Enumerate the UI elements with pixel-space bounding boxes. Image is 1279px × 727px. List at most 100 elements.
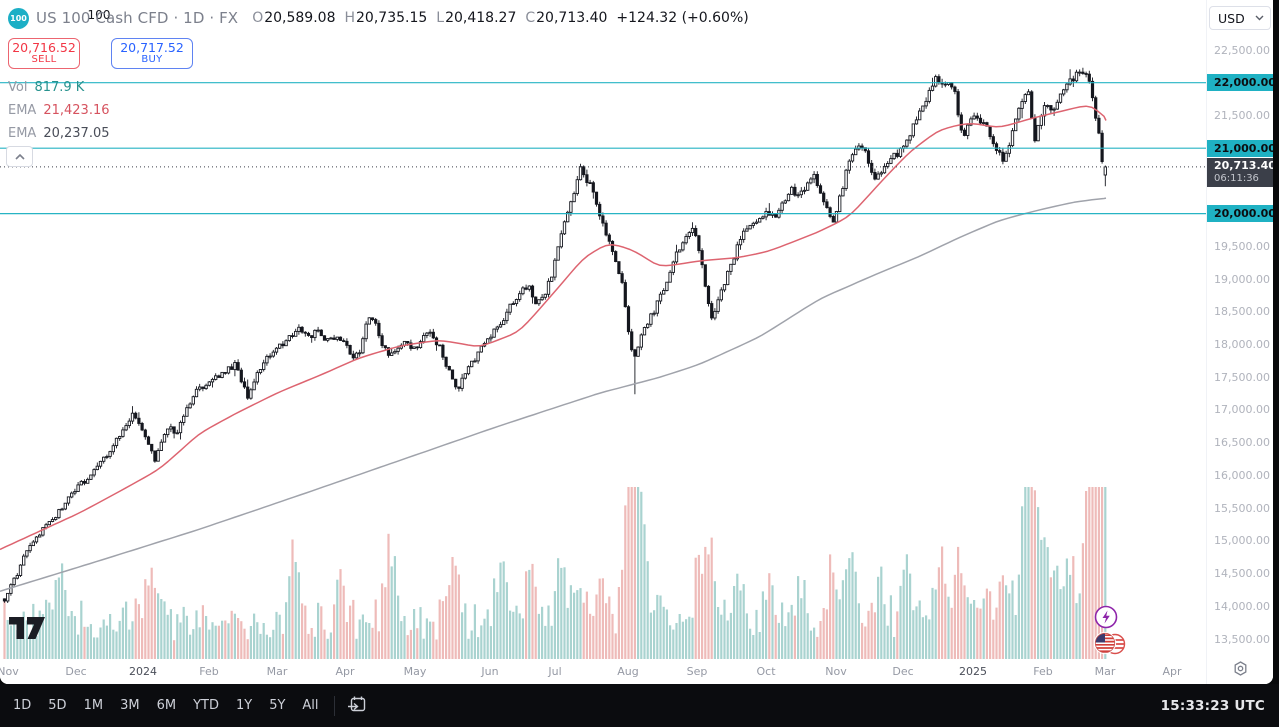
time-axis[interactable]: Nov Dec 2024 Feb Mar Apr May Jun Jul Aug Sep Oct Nov… <box>0 662 1206 684</box>
price-axis[interactable]: USD 22,500.0021,500.0020,500.0019,500.00… <box>1206 0 1273 684</box>
time-tick: 2024 <box>129 665 157 678</box>
price-tick: 21,500.00 <box>1214 108 1270 122</box>
volume-value: 817.9 K <box>34 80 85 95</box>
chart-surface: 100 US 100 Cash CFD · 1D · FX O20,589.08… <box>0 0 1273 684</box>
axis-settings-gear-icon[interactable] <box>1233 661 1249 677</box>
ema-fast-line[interactable] <box>0 105 1107 551</box>
sell-label: SELL <box>31 54 57 66</box>
ohlc-h: H20,735.15 <box>344 10 428 26</box>
price-change: +124.32 (+0.60%) <box>616 10 749 26</box>
tradingview-logo-icon[interactable] <box>9 617 46 644</box>
buy-label: BUY <box>141 54 163 66</box>
range-button-1m[interactable]: 1M <box>77 693 111 718</box>
level-price-badge: 22,000.00 <box>1207 74 1273 92</box>
price-tick: 17,500.00 <box>1214 370 1270 384</box>
price-tick: 14,000.00 <box>1214 599 1270 613</box>
indicator-legend: Vol 817.9 K EMA 21,423.16 EMA 20,237.05 <box>8 76 110 145</box>
ema-slow-value: 20,237.05 <box>43 126 110 141</box>
us-flag-icon <box>1093 631 1117 655</box>
level-price-badge: 20,000.00 <box>1207 205 1273 223</box>
time-tick: Jun <box>481 665 499 678</box>
range-button-1d[interactable]: 1D <box>6 693 38 718</box>
candles-down <box>2 71 1104 602</box>
range-button-5d[interactable]: 5D <box>41 693 73 718</box>
time-tick: Jul <box>548 665 562 678</box>
level-price-badge: 21,000.00 <box>1207 139 1273 157</box>
collapse-legend-button[interactable] <box>6 146 33 167</box>
buy-price: 20,717.52 <box>120 40 184 56</box>
symbol-logo-badge[interactable]: 100 <box>8 7 29 29</box>
current-price-value: 20,713.40 <box>1214 158 1273 172</box>
bottom-toolbar: 1D 5D 1M 3M 6M YTD 1Y 5Y All 15:33:23 UTC <box>0 684 1279 727</box>
utc-clock: 15:33:23 UTC <box>1160 697 1265 714</box>
time-tick: Mar <box>266 665 288 678</box>
toolbar-divider <box>333 695 335 716</box>
time-tick: Aug <box>617 665 639 678</box>
ohlc-l: L20,418.27 <box>436 10 517 26</box>
time-tick: Sep <box>686 665 708 678</box>
ema-slow-legend-row[interactable]: EMA 20,237.05 <box>8 122 110 145</box>
time-tick: Dec <box>892 665 914 678</box>
time-tick: May <box>403 665 427 678</box>
ema-fast-legend-row[interactable]: EMA 21,423.16 <box>8 99 110 122</box>
currency-value: USD <box>1218 10 1245 26</box>
sell-price: 20,716.52 <box>12 40 76 56</box>
volume-legend-row[interactable]: Vol 817.9 K <box>8 76 110 99</box>
time-tick: Feb <box>1033 665 1053 678</box>
calendar-icon <box>347 696 365 711</box>
time-tick: Oct <box>756 665 776 678</box>
time-tick: Nov <box>0 665 19 678</box>
range-button-1y[interactable]: 1Y <box>229 693 259 718</box>
ohlc-values: O20,589.08 H20,735.15 L20,418.27 C20,713.40 <box>252 10 607 26</box>
symbol-title[interactable]: US 100 Cash CFD · 1D · FX <box>36 9 239 27</box>
price-tick: 19,000.00 <box>1214 272 1270 286</box>
ohlc-c: C20,713.40 <box>525 10 608 26</box>
lightning-icon[interactable] <box>1094 605 1118 629</box>
price-tick: 17,000.00 <box>1214 403 1270 417</box>
price-tick: 18,500.00 <box>1214 305 1270 319</box>
price-tick: 19,500.00 <box>1214 239 1270 253</box>
range-button-6m[interactable]: 6M <box>150 693 184 718</box>
volume-bars <box>3 487 1107 659</box>
time-tick: Mar <box>1094 665 1116 678</box>
ema-slow-line[interactable] <box>0 197 1107 593</box>
ema-slow-label: EMA <box>8 126 37 141</box>
time-tick: Dec <box>65 665 87 678</box>
price-tick: 16,000.00 <box>1214 468 1270 482</box>
time-tick: Apr <box>335 665 355 678</box>
bar-countdown: 06:11:36 <box>1214 172 1259 184</box>
time-tick: Apr <box>1162 665 1182 678</box>
currency-dropdown[interactable]: USD <box>1209 6 1271 30</box>
time-tick: 2025 <box>959 665 987 678</box>
price-tick: 15,000.00 <box>1214 534 1270 548</box>
price-tick: 18,000.00 <box>1214 338 1270 352</box>
volume-label: Vol <box>8 80 28 95</box>
buy-button[interactable]: 20,717.52 BUY <box>111 38 193 69</box>
chevron-down-icon <box>1255 15 1264 21</box>
date-range-switcher: 1D 5D 1M 3M 6M YTD 1Y 5Y All <box>6 693 329 718</box>
flag-pair-icon[interactable] <box>1093 631 1126 655</box>
order-panel: 20,716.52 SELL 20,717.52 BUY <box>8 38 193 69</box>
price-chart-plot[interactable] <box>0 0 1206 662</box>
price-tick: 22,500.00 <box>1214 43 1270 57</box>
chevron-up-icon <box>14 153 25 160</box>
price-tick: 14,500.00 <box>1214 567 1270 581</box>
range-button-5y[interactable]: 5Y <box>262 693 292 718</box>
order-quantity[interactable]: 100 <box>87 8 111 22</box>
go-to-date-button[interactable] <box>343 693 371 719</box>
ohlc-o: O20,589.08 <box>252 10 336 26</box>
time-tick: Nov <box>825 665 847 678</box>
range-button-ytd[interactable]: YTD <box>186 693 226 718</box>
range-button-3m[interactable]: 3M <box>113 693 147 718</box>
time-tick: Feb <box>199 665 219 678</box>
symbol-header: 100 US 100 Cash CFD · 1D · FX O20,589.08… <box>0 0 1206 36</box>
range-button-all[interactable]: All <box>295 693 325 718</box>
price-tick: 15,500.00 <box>1214 501 1270 515</box>
candles-up <box>6 71 1107 602</box>
price-tick: 13,500.00 <box>1214 632 1270 646</box>
sell-button[interactable]: 20,716.52 SELL <box>8 38 80 69</box>
price-tick: 16,500.00 <box>1214 436 1270 450</box>
ema-fast-label: EMA <box>8 103 37 118</box>
ema-fast-value: 21,423.16 <box>43 103 110 118</box>
